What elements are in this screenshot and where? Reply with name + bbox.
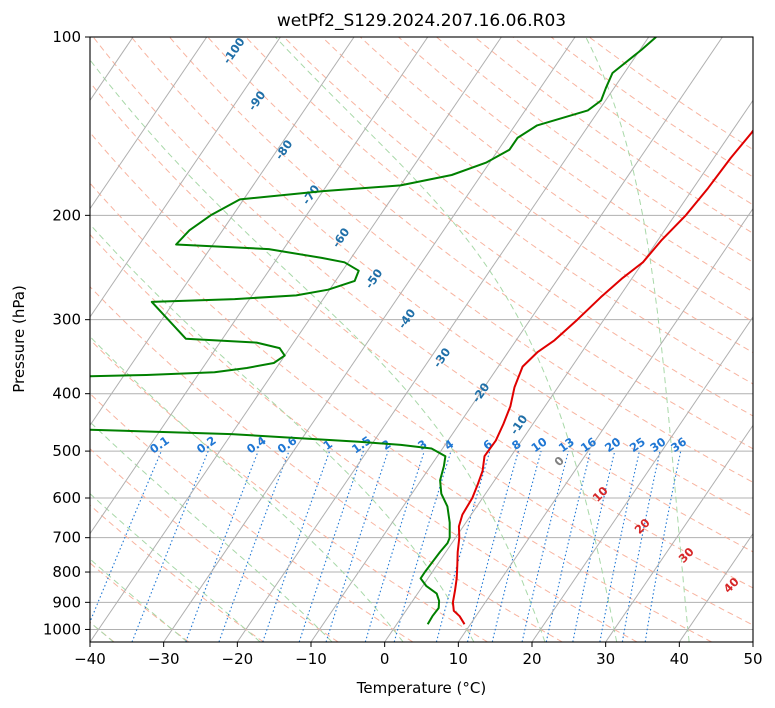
x-axis-label: Temperature (°C) [356,679,486,697]
mixing-ratio-line [466,450,519,642]
y-tick-label: 1000 [43,620,81,638]
sounding-profiles [90,37,753,625]
x-tick-label: −10 [295,650,327,668]
x-tick-label: −30 [148,650,180,668]
dry-adiabat-line [90,504,264,642]
mixing-ratio-line [218,450,290,642]
moist-adiabat-line [90,59,546,642]
y-tick-label: 500 [52,442,81,460]
dry-adiabat-line [90,131,753,626]
mixing-ratio-line [131,450,209,642]
plot-frame [89,36,754,643]
mixing-ratio-line [185,450,259,642]
y-tick-label: 300 [52,311,81,329]
moist-adiabat-line [90,421,333,642]
dry-adiabat-line [169,37,753,483]
dry-adiabat-line [90,182,712,642]
y-tick-label: 600 [52,489,81,507]
isotherm-line [90,37,208,210]
isotherm-line [310,37,723,642]
chart-title: wetPf2_S129.2024.207.16.06.R03 [277,11,566,31]
x-tick-label: 20 [522,650,541,668]
y-tick-label: 700 [52,529,81,547]
mixing-ratio-line [572,450,616,642]
isotherm-line [90,37,429,535]
y-tick-label: 800 [52,563,81,581]
isotherm-line [163,37,576,642]
moist-adiabat-line [90,223,475,642]
isotherm-line [605,424,753,642]
x-tick-label: 50 [743,650,762,668]
x-tick-label: −40 [74,650,106,668]
isotherm-line [457,207,753,642]
mixing-ratio-line [364,450,425,642]
mixing-ratio-line [545,450,592,642]
dewpoint-profile-line [90,37,657,625]
isotherm-line [90,37,502,642]
moist-adiabat-line [90,335,404,642]
isotherm-line [678,532,753,642]
x-tick-label: 10 [449,650,468,668]
mixing-ratio-line [262,450,331,642]
dry-adiabat-line [283,37,753,385]
y-tick-label: 900 [52,593,81,611]
moist-adiabat-line [90,493,261,642]
mixing-ratio-line [90,450,162,624]
temperature-profile-line [451,129,753,625]
x-tick-label: −20 [222,650,254,668]
background-lines [90,37,753,642]
y-tick-label: 400 [52,385,81,403]
moist-adiabat-line [90,558,188,642]
y-tick-label: 100 [52,28,81,46]
dry-adiabat-line [90,233,638,642]
isotherm-line [90,37,355,427]
moist-adiabat-line [585,37,690,642]
x-tick-label: 30 [596,650,615,668]
dry-adiabat-line [131,37,753,518]
x-tick-label: 0 [380,650,390,668]
isotherm-line [531,316,753,642]
isotherm-line [90,37,281,318]
mixing-ratio-line [521,450,569,642]
isotherm-line [384,99,753,642]
dry-adiabat-line [321,37,753,354]
mixing-ratio-line [325,450,389,642]
y-tick-label: 200 [52,206,81,224]
dry-adiabat-line [90,285,563,642]
dry-adiabat-line [90,81,753,589]
axis-ticks: −40 −30 −20 −10 0 10 20 30 40 50 100 200 300 400 500 60… [43,28,763,668]
y-axis-label: Pressure (hPa) [10,285,28,393]
dry-adiabat-line [359,37,753,323]
moist-adiabat-line [275,37,618,642]
x-tick-label: 40 [670,650,689,668]
isotherm-line [236,37,650,642]
mixing-ratio-line [298,450,364,642]
